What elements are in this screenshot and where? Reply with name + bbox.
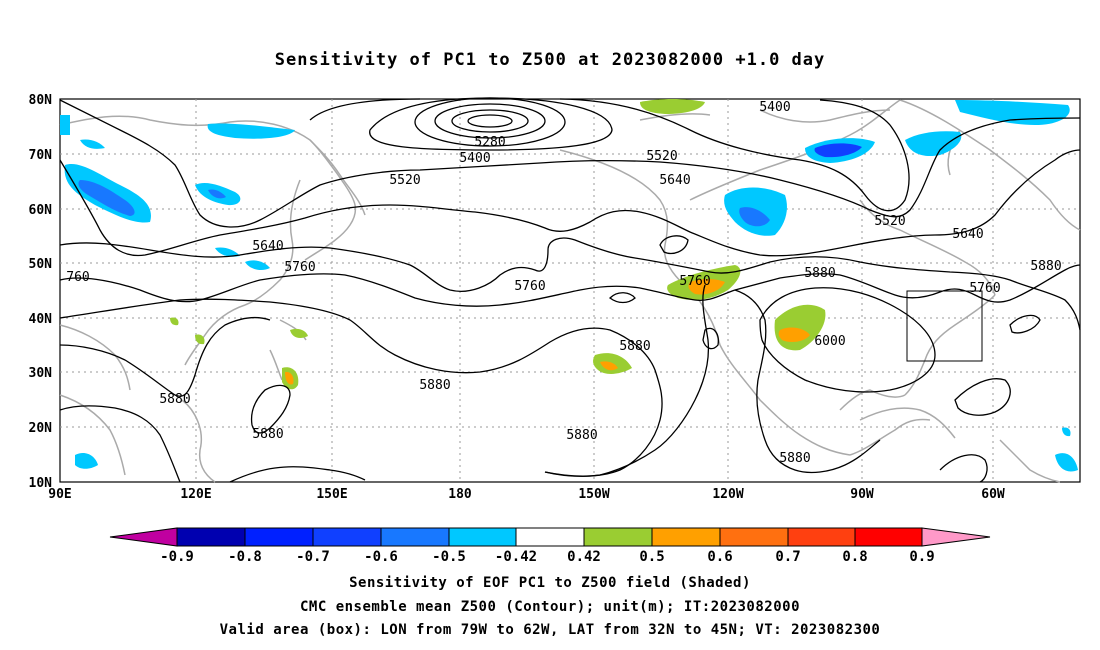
colorbar-label: 0.7	[775, 549, 800, 565]
contour-label: 5640	[659, 173, 690, 188]
colorbar-labels: -0.9 -0.8 -0.7 -0.6 -0.5 -0.42 0.42 0.5 …	[160, 549, 935, 565]
lon-label: 60W	[981, 487, 1005, 502]
lon-label: 150W	[578, 487, 609, 502]
colorbar-label: -0.8	[228, 549, 262, 565]
colorbar-swatch	[787, 527, 856, 547]
colorbar-swatch	[109, 527, 178, 547]
colorbar-swatch	[651, 527, 721, 547]
valid-area-box	[906, 290, 983, 362]
contour-label: 6000	[814, 334, 845, 349]
z500-contours	[59, 97, 1081, 483]
lon-label: 150E	[316, 487, 347, 502]
contour-label: 5760	[514, 279, 545, 294]
latitude-labels: 80N 70N 60N 50N 40N 30N 20N 10N	[29, 93, 53, 491]
coastlines	[59, 99, 1081, 483]
colorbar-swatch	[448, 527, 517, 547]
caption-line-1: Sensitivity of EOF PC1 to Z500 field (Sh…	[349, 575, 751, 591]
lon-label: 120W	[712, 487, 743, 502]
colorbar-label: 0.6	[707, 549, 732, 565]
colorbar-label: -0.5	[432, 549, 466, 565]
colorbar-label: 0.42	[567, 549, 601, 565]
lon-label: 120E	[180, 487, 211, 502]
colorbar-swatch	[244, 527, 314, 547]
contour-label: 5760	[679, 274, 710, 289]
colorbar-label: 0.9	[909, 549, 934, 565]
contour-label: 5880	[566, 428, 597, 443]
contour-label: 5520	[874, 214, 905, 229]
lat-label: 10N	[29, 476, 53, 491]
lat-label: 80N	[29, 93, 53, 108]
contour-label: 5880	[419, 378, 450, 393]
colorbar-swatch	[854, 527, 923, 547]
caption-line-2: CMC ensemble mean Z500 (Contour); unit(m…	[299, 599, 800, 615]
colorbar-swatch	[515, 527, 585, 547]
contour-label: 5520	[646, 149, 677, 164]
colorbar-swatch	[583, 527, 653, 547]
contour-label: 5640	[252, 239, 283, 254]
lon-label: 90E	[48, 487, 71, 502]
contour-labels: 5280 5400 5400 5520 5520 5520 5640 5640 …	[66, 100, 1061, 466]
contour-label: 5880	[1030, 259, 1061, 274]
contour-label: 5880	[159, 392, 190, 407]
colorbar-label: 0.8	[842, 549, 867, 565]
colorbar-label: 0.5	[639, 549, 664, 565]
lat-label: 30N	[29, 366, 53, 381]
contour-label: 5520	[389, 173, 420, 188]
contour-label: 5760	[969, 281, 1000, 296]
colorbar-swatch	[176, 527, 246, 547]
lat-label: 60N	[29, 203, 53, 218]
colorbar	[109, 527, 991, 547]
lat-label: 40N	[29, 312, 53, 327]
colorbar-label: -0.7	[296, 549, 330, 565]
contour-label: 5400	[459, 151, 490, 166]
contour-label: 5880	[619, 339, 650, 354]
lat-label: 50N	[29, 257, 53, 272]
colorbar-swatch	[719, 527, 789, 547]
longitude-labels: 90E 120E 150E 180 150W 120W 90W 60W	[48, 487, 1005, 502]
colorbar-swatch	[921, 527, 991, 547]
colorbar-swatch	[312, 527, 382, 547]
contour-label: 5760	[284, 260, 315, 275]
colorbar-swatch	[380, 527, 450, 547]
contour-label: 5880	[804, 266, 835, 281]
colorbar-label: -0.6	[364, 549, 398, 565]
contour-label: 760	[66, 270, 89, 285]
caption-line-3: Valid area (box): LON from 79W to 62W, L…	[219, 622, 881, 638]
contour-label: 5880	[252, 427, 283, 442]
colorbar-label: -0.42	[495, 549, 537, 565]
map-title: Sensitivity of PC1 to Z500 at 2023082000…	[274, 50, 826, 70]
lat-label: 20N	[29, 421, 53, 436]
lat-label: 70N	[29, 148, 53, 163]
contour-label: 5880	[779, 451, 810, 466]
lon-label: 180	[448, 487, 472, 502]
contour-label: 5400	[759, 100, 790, 115]
contour-label: 5280	[474, 135, 505, 150]
contour-label: 5640	[952, 227, 983, 242]
lon-label: 90W	[850, 487, 874, 502]
colorbar-label: -0.9	[160, 549, 194, 565]
